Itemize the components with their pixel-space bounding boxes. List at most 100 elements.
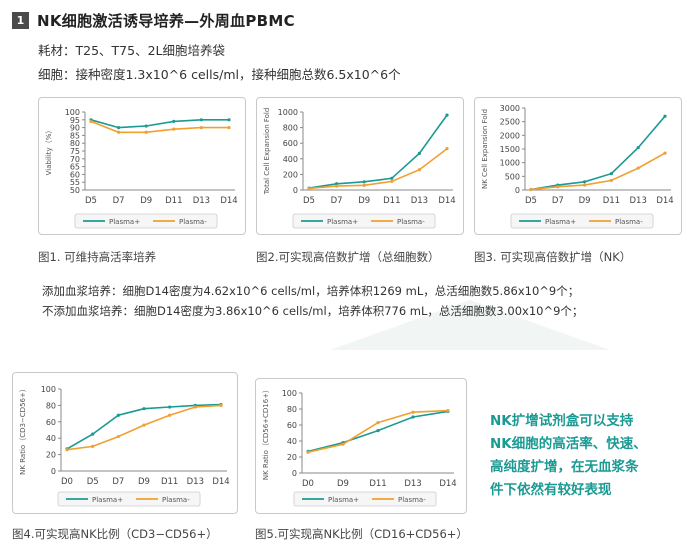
x-tick-label: D11 [603,196,620,206]
x-tick-label: D11 [369,479,386,489]
data-point [117,130,121,134]
x-tick-label: D5 [85,196,97,206]
data-point [376,421,380,425]
y-axis-label: NK Cell Expansion Fold [481,109,489,189]
y-tick-label: 40 [287,437,297,446]
chart-panel-fig3: 0 500 1000 1500 2000 2500 3000 D5 D7 D9 D11 D13 D14 N… [474,97,682,235]
summary-line-1: NK扩增试剂盒可以支持 [490,413,634,429]
x-tick-label: D14 [438,196,455,206]
data-point [142,407,146,411]
section-header: 1 NK细胞激活诱导培养—外周血PBMC [12,8,295,32]
caption-fig5: 图5.可实现高NK比例（CD16+CD56+） [255,527,468,541]
x-tick-label: D9 [140,196,152,206]
y-tick-label: 400 [283,155,298,164]
data-point [411,415,415,419]
data-point [193,405,197,409]
y-tick-label: 500 [505,172,520,181]
y-axis-label: NK Ratio（CD3−CD56+） [19,385,27,475]
page-title: NK细胞激活诱导培养—外周血PBMC [37,11,295,30]
data-point [199,118,203,122]
chart-panel-fig5: 0 20 40 60 80 100 D0 D9 D11 D13 D14 NK Ratio（CD56+C… [255,378,467,514]
watermark-shape [330,300,610,350]
legend-label-minus: Plasma- [162,496,190,504]
y-tick-label: 95 [70,116,80,125]
summary-line-3: 高纯度扩增，在无血浆条 [490,459,639,475]
data-point [556,185,560,189]
x-tick-label: D7 [552,196,564,206]
data-point [529,187,533,192]
y-tick-label: 3000 [500,104,520,113]
legend-label-plus: Plasma+ [109,218,140,226]
x-tick-label: D0 [302,479,314,489]
data-point [144,124,148,128]
x-tick-label: D0 [61,477,73,487]
x-tick-label: D11 [161,477,178,487]
data-point [583,180,587,184]
summary-line-4: 件下依然有较好表现 [490,482,612,498]
data-point [636,146,640,150]
series-line-plasma-plus [530,115,666,191]
y-tick-label: 600 [283,139,298,148]
data-point [65,448,69,452]
y-tick-label: 80 [70,139,80,148]
y-axis-label: NK Ratio（CD56+CD16+） [262,386,270,480]
legend-box [74,213,218,229]
y-tick-label: 2500 [500,118,520,127]
data-point [335,182,339,186]
chart-fig3: 0 500 1000 1500 2000 2500 3000 D5 D7 D9 D11 D13 D14 N… [481,104,674,229]
chart-fig2: 0 200 400 600 800 1000 D5 D7 D9 D11 D13 D14 Total Ce… [263,108,456,229]
section-number-badge: 1 [12,11,29,29]
y-tick-label: 100 [41,385,56,394]
x-tick-label: D13 [187,477,204,487]
x-tick-label: D5 [87,477,99,487]
y-tick-label: 0 [293,186,298,195]
y-tick-label: 100 [65,108,80,117]
x-tick-label: D5 [525,196,537,206]
legend-box [510,213,654,229]
summary-text: NK扩增试剂盒可以支持 NK细胞的高活率、快速、 高纯度扩增，在无血浆条 件下依… [490,410,680,502]
legend-label-minus: Plasma- [615,218,643,226]
y-tick-label: 85 [70,131,80,140]
data-point [116,434,120,439]
data-point [445,147,449,151]
y-tick-label: 0 [292,469,297,478]
data-point [417,168,421,172]
caption-fig1: 图1. 可维持高活率培养 [38,250,157,264]
x-tick-label: D14 [656,196,673,206]
y-tick-label: 20 [287,453,297,462]
y-tick-label: 55 [70,178,80,187]
x-tick-label: D14 [212,477,229,487]
x-tick-label: D9 [579,196,591,206]
data-point [199,126,203,130]
legend-box [292,213,436,229]
y-tick-label: 0 [515,186,520,195]
x-tick-label: D14 [439,479,456,489]
data-point [142,423,146,427]
data-point [376,429,380,433]
culture-minus-text: 不添加血浆培养：细胞D14密度为3.86x10^6 cells/ml，培养体积7… [42,304,584,318]
y-tick-label: 60 [46,418,56,427]
y-tick-label: 1000 [278,108,298,117]
chart-panel-fig1: 50 55 60 65 70 75 80 85 90 95 100 D5 D7 D9 D11 D13 D14 Vi… [38,97,246,235]
x-tick-label: D9 [337,479,349,489]
legend-label-minus: Plasma- [397,218,425,226]
data-point [362,183,366,187]
y-tick-label: 20 [46,451,56,460]
y-tick-label: 0 [51,467,56,476]
series-line-plasma-minus [90,120,229,134]
series-line-plasma-plus [90,118,229,129]
data-point [227,126,231,130]
series-line-plasma-plus [308,114,448,189]
data-point [609,178,613,183]
data-point [91,432,95,436]
legend-label-minus: Plasma- [398,496,426,504]
caption-fig4: 图4.可实现高NK比例（CD3−CD56+） [12,527,218,541]
x-tick-label: D9 [138,477,150,487]
data-point [89,119,93,123]
chart-fig4: 0 20 40 60 80 100 D0 D5 D7 D9 D11 D13 D14 NK Ratio（CD… [19,385,230,507]
series-line-plasma-plus [66,403,222,450]
data-point [168,405,172,409]
chart-fig5: 0 20 40 60 80 100 D0 D9 D11 D13 D14 NK Ratio（CD56+C… [262,386,457,507]
x-tick-label: D14 [220,196,237,206]
series-line-plasma-minus [66,404,222,451]
